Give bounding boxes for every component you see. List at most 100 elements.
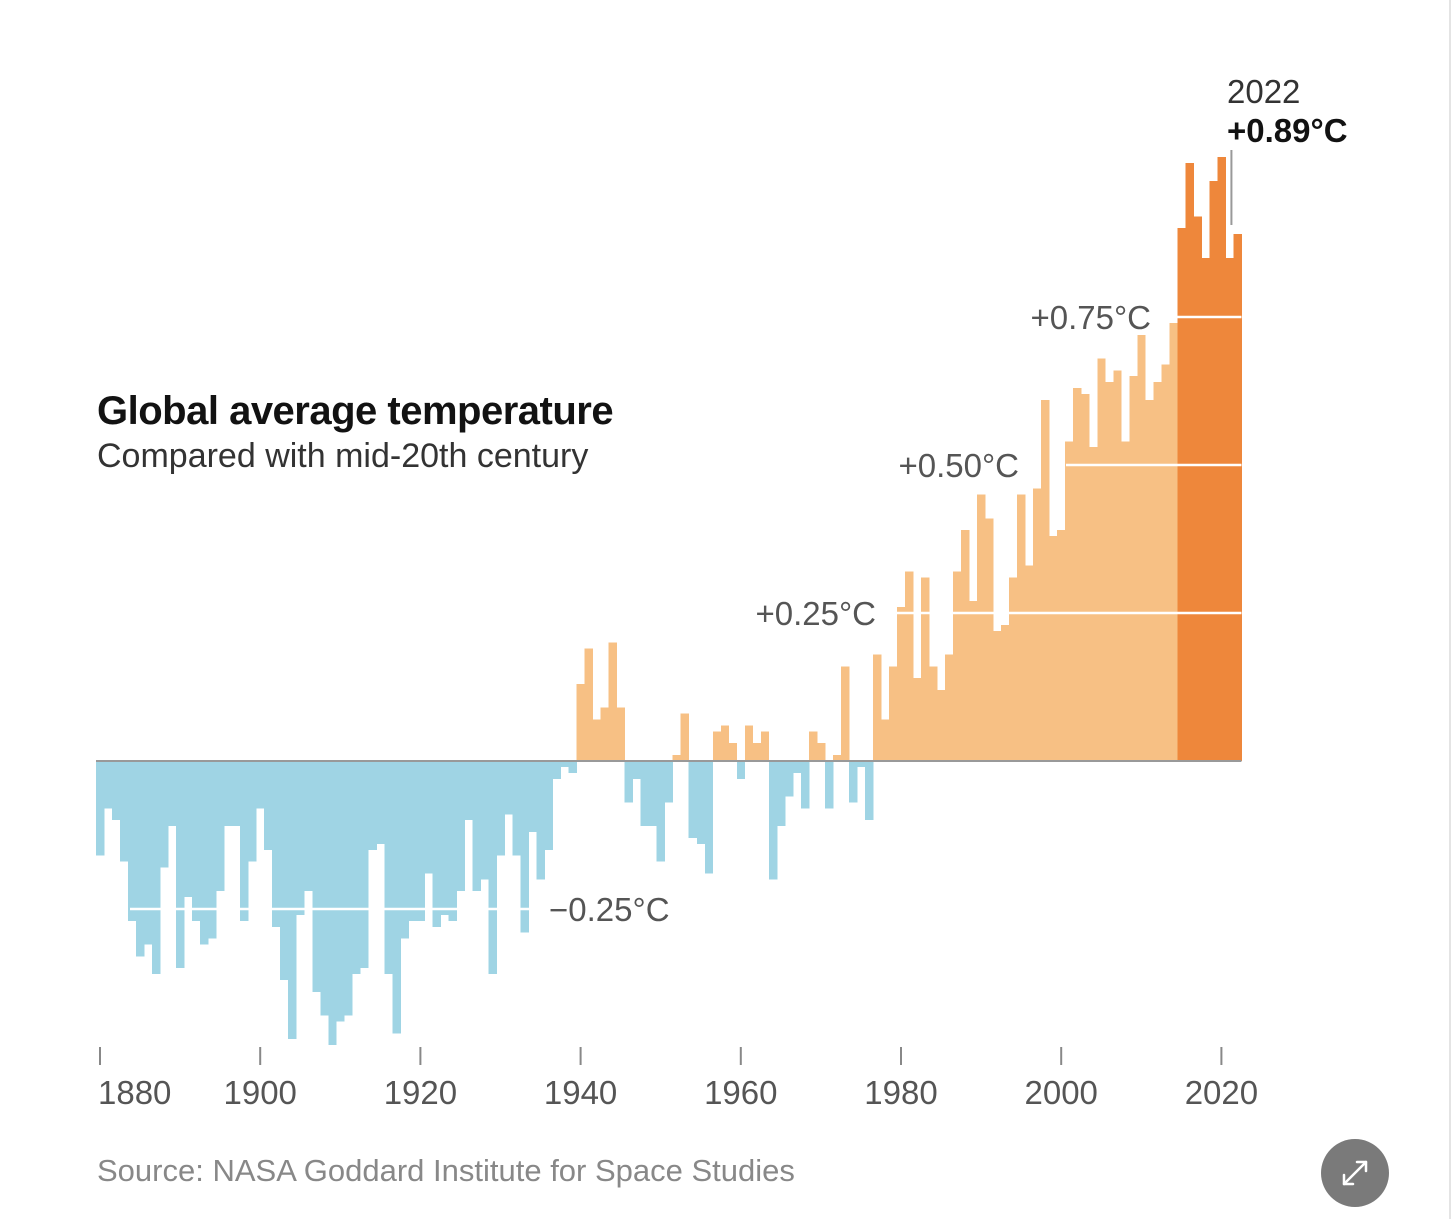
- bar-1996: [1025, 565, 1034, 761]
- bar-1911: [344, 761, 353, 1016]
- bar-1937: [552, 761, 561, 779]
- bar-2003: [1081, 393, 1090, 761]
- bar-2012: [1153, 382, 1162, 761]
- bar-1889: [168, 761, 177, 827]
- bar-1919: [408, 761, 417, 921]
- bar-1977: [872, 654, 882, 761]
- source-note: Source: NASA Goddard Institute for Space…: [97, 1153, 795, 1188]
- bar-2014: [1169, 322, 1178, 761]
- reference-label: −0.25°C: [549, 891, 670, 928]
- bar-1970: [816, 743, 826, 761]
- bar-1932: [512, 761, 521, 856]
- bar-1964: [768, 761, 778, 880]
- reference-labels: −0.25°C +0.25°C +0.50°C +0.75°C: [549, 299, 1151, 928]
- x-tick-label: 1940: [544, 1074, 617, 1111]
- bar-1972: [832, 755, 842, 761]
- bar-2022: [1233, 234, 1242, 761]
- bar-1946: [624, 761, 634, 803]
- bar-1979: [888, 666, 898, 761]
- bar-1907: [312, 761, 321, 992]
- bar-1991: [985, 518, 994, 761]
- bar-1936: [544, 761, 553, 850]
- bar-1895: [216, 761, 225, 892]
- bar-1959: [728, 743, 738, 761]
- bar-1988: [961, 530, 970, 761]
- bar-1933: [520, 761, 529, 933]
- bar-1898: [240, 761, 249, 921]
- reference-label: +0.25°C: [755, 595, 876, 632]
- bar-2017: [1193, 216, 1202, 762]
- expand-button[interactable]: [1321, 1139, 1389, 1207]
- bar-1921: [424, 761, 433, 874]
- bar-1893: [200, 761, 209, 945]
- expand-icon: [1342, 1160, 1368, 1186]
- x-tick-label: 1960: [704, 1074, 777, 1111]
- bar-1900: [256, 761, 265, 809]
- bar-1981: [905, 571, 914, 761]
- bar-1904: [288, 761, 297, 1040]
- bar-1899: [248, 761, 257, 862]
- bar-1947: [632, 761, 642, 779]
- bar-1965: [776, 761, 786, 827]
- reference-label: +0.50°C: [898, 447, 1019, 484]
- bar-1978: [880, 719, 890, 761]
- bar-1892: [192, 761, 201, 921]
- bar-1975: [856, 761, 866, 767]
- bar-2006: [1105, 382, 1114, 761]
- bar-2019: [1209, 180, 1218, 762]
- bar-1924: [448, 761, 457, 921]
- bar-1905: [296, 761, 305, 915]
- bar-1938: [560, 761, 569, 767]
- bar-1995: [1017, 494, 1026, 761]
- bar-1910: [336, 761, 345, 1022]
- bar-1939: [568, 761, 577, 773]
- bar-1974: [848, 761, 858, 803]
- bar-1909: [328, 761, 337, 1046]
- bar-1890: [176, 761, 185, 969]
- bar-1980: [897, 607, 906, 761]
- bar-2004: [1089, 447, 1098, 761]
- bar-1993: [1001, 624, 1010, 761]
- bar-1912: [352, 761, 361, 975]
- bar-1928: [480, 761, 489, 880]
- x-tick-label: 1880: [98, 1074, 171, 1111]
- frame-border: [1449, 0, 1451, 1219]
- bar-1973: [840, 666, 850, 761]
- bar-1903: [280, 761, 289, 981]
- bar-1997: [1033, 488, 1042, 761]
- bar-1955: [696, 761, 706, 844]
- bar-1953: [680, 713, 690, 761]
- bar-1956: [704, 761, 714, 874]
- bar-1887: [152, 761, 161, 975]
- bar-1943: [600, 707, 610, 761]
- bar-2010: [1137, 334, 1146, 761]
- bar-1985: [937, 689, 946, 761]
- bar-1885: [136, 761, 145, 957]
- bar-1881: [104, 761, 113, 809]
- bar-1961: [744, 725, 754, 761]
- chart-subtitle: Compared with mid-20th century: [97, 437, 589, 475]
- bar-1950: [656, 761, 666, 862]
- bar-2016: [1185, 163, 1194, 761]
- bar-2015: [1177, 228, 1186, 761]
- bar-1931: [504, 761, 513, 815]
- bar-1951: [664, 761, 674, 803]
- bar-1941: [584, 648, 594, 761]
- bar-1976: [864, 761, 874, 821]
- bar-1987: [953, 571, 962, 761]
- bar-1906: [304, 761, 313, 892]
- bar-2020: [1217, 157, 1226, 761]
- bar-2013: [1161, 364, 1170, 761]
- bar-1986: [945, 654, 954, 761]
- x-tick-label: 1980: [864, 1074, 937, 1111]
- bar-1990: [977, 494, 986, 761]
- bar-2018: [1201, 257, 1210, 761]
- highlight-year: 2022: [1227, 73, 1300, 110]
- bar-1992: [993, 630, 1002, 761]
- bar-2005: [1097, 358, 1106, 761]
- bar-1886: [144, 761, 153, 945]
- bar-1967: [792, 761, 802, 773]
- bar-1998: [1041, 399, 1050, 761]
- x-tick-label: 2020: [1185, 1074, 1258, 1111]
